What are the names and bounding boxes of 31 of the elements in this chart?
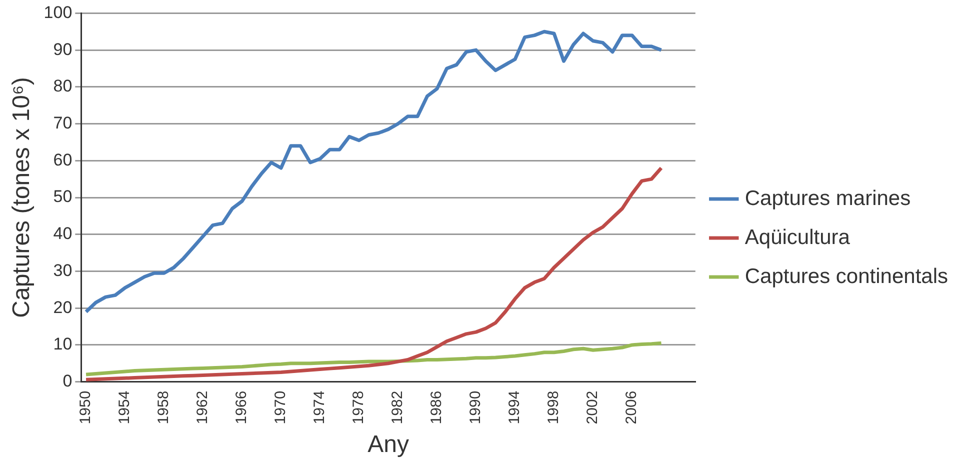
x-tick-label: 1958 (155, 390, 172, 424)
y-tick-label: 80 (53, 76, 72, 96)
x-tick-label: 1966 (233, 390, 250, 424)
x-tick-label: 1986 (428, 390, 446, 424)
y-tick-label: 100 (44, 2, 72, 22)
y-tick-label: 60 (53, 150, 72, 170)
y-tick-label: 0 (62, 372, 72, 391)
y-tick-label: 50 (53, 187, 72, 206)
legend-label: Aqüicultura (744, 226, 850, 249)
x-tick-label: 2006 (623, 390, 640, 424)
x-tick-label: 1970 (272, 390, 290, 424)
x-tick-label: 1974 (311, 390, 328, 424)
y-tick-label: 40 (53, 224, 72, 244)
legend-label: Captures continentals (744, 264, 948, 288)
x-tick-label: 2002 (584, 390, 602, 424)
x-tick-label: 1954 (116, 390, 134, 424)
x-tick-label: 1982 (389, 390, 406, 424)
legend-label: Captures marines (744, 186, 911, 210)
y-tick-label: 30 (53, 260, 72, 280)
y-tick-label: 10 (53, 334, 72, 354)
x-tick-label: 1998 (545, 390, 562, 424)
y-tick-label: 70 (53, 113, 72, 132)
y-tick-label: 20 (53, 298, 72, 317)
x-axis-title: Any (368, 431, 409, 458)
x-tick-label: 1962 (194, 390, 212, 424)
x-tick-label: 1990 (467, 390, 484, 424)
x-tick-label: 1978 (350, 390, 368, 424)
x-tick-label: 1994 (506, 390, 524, 424)
y-axis-title: Captures (tones x 10⁶) (8, 77, 36, 318)
x-tick-label: 1950 (77, 390, 94, 424)
y-tick-label: 90 (53, 40, 72, 59)
